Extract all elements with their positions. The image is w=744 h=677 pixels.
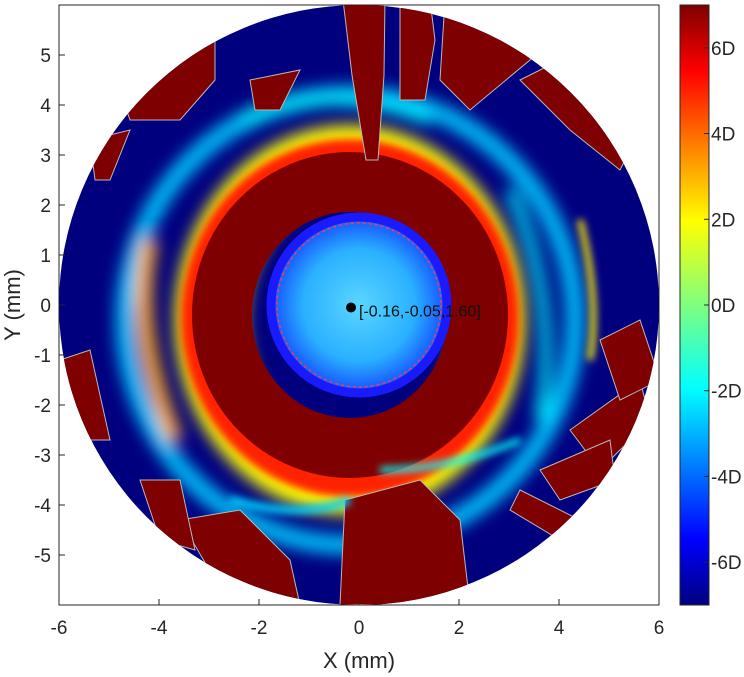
y-tick-label: -5	[34, 546, 51, 567]
x-tick-label: -6	[51, 618, 68, 639]
colorbar-axis: -6D -4D -2D 0D 2D 4D 6D	[704, 39, 742, 574]
y-tick-label: -2	[34, 396, 51, 417]
y-axis: -5 -4 -3 -2 -1 0 1 2 3 4 5	[34, 46, 65, 567]
y-tick-label: -3	[34, 446, 51, 467]
y-tick-label: 5	[40, 46, 51, 67]
y-tick-label: -1	[34, 346, 51, 367]
y-tick-label: 1	[40, 246, 51, 267]
marker-label: [-0.16,-0.05,1.60]	[359, 304, 481, 321]
x-tick-label: 6	[654, 618, 665, 639]
colorbar-tick-label: -6D	[711, 553, 742, 574]
y-axis-label: Y (mm)	[0, 269, 25, 341]
power-map	[59, 5, 659, 605]
y-tick-label: -4	[34, 496, 51, 517]
y-tick-label: 4	[40, 96, 51, 117]
colorbar-tick-label: -4D	[711, 467, 742, 488]
colorbar-tick-label: 4D	[711, 125, 735, 146]
x-axis-label: X (mm)	[323, 648, 395, 673]
y-tick-label: 2	[40, 196, 51, 217]
x-tick-label: 0	[354, 618, 365, 639]
x-tick-label: -4	[151, 618, 168, 639]
colorbar-tick-label: 0D	[711, 296, 735, 317]
colorbar-tick-label: -2D	[711, 382, 742, 403]
x-axis: -6 -4 -2 0 2 4 6	[51, 599, 665, 639]
y-tick-label: 3	[40, 146, 51, 167]
y-tick-label: 0	[40, 296, 51, 317]
colorbar-tick-label: 6D	[711, 39, 735, 60]
colorbar-tick-label: 2D	[711, 210, 735, 231]
x-tick-label: -2	[251, 618, 268, 639]
x-tick-label: 2	[454, 618, 465, 639]
x-tick-label: 4	[554, 618, 565, 639]
marker-point	[346, 302, 356, 313]
